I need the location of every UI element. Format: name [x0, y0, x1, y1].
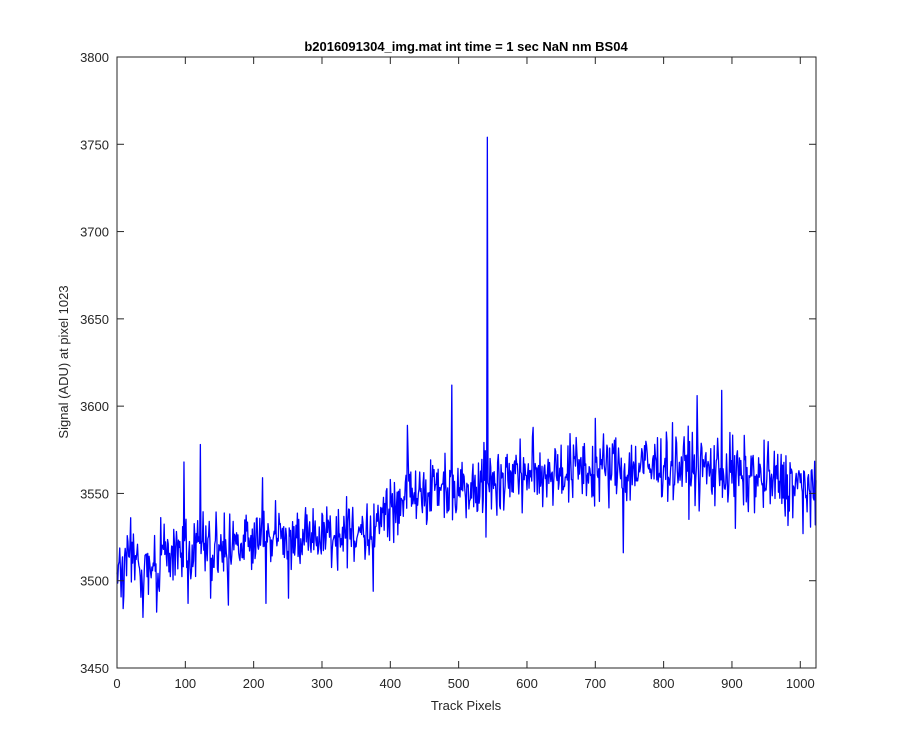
y-axis-label: Signal (ADU) at pixel 1023 [56, 285, 71, 438]
axes-box [116, 56, 817, 669]
x-axis-label: Track Pixels [431, 698, 502, 713]
y-tick-label: 3550 [80, 486, 109, 501]
x-tick-label: 700 [584, 676, 606, 691]
x-tick-label: 200 [243, 676, 265, 691]
chart-title: b2016091304_img.mat int time = 1 sec NaN… [304, 39, 628, 54]
plot-area [117, 57, 816, 668]
y-tick-label: 3500 [80, 574, 109, 589]
x-tick-label: 1000 [786, 676, 815, 691]
x-tick-label: 500 [448, 676, 470, 691]
x-tick-label: 600 [516, 676, 538, 691]
x-tick-label: 400 [379, 676, 401, 691]
y-tick-label: 3750 [80, 137, 109, 152]
x-axis: 0 100 200 300 400 500 600 700 800 900 1000 [113, 57, 815, 691]
y-tick-label: 3650 [80, 312, 109, 327]
y-tick-label: 3700 [80, 225, 109, 240]
x-tick-label: 900 [721, 676, 743, 691]
y-axis: 3450 3500 3550 3600 3650 3700 3750 3800 [80, 50, 816, 676]
x-tick-label: 100 [174, 676, 196, 691]
x-tick-label: 0 [113, 676, 120, 691]
y-tick-label: 3450 [80, 661, 109, 676]
y-tick-label: 3800 [80, 50, 109, 65]
x-tick-label: 300 [311, 676, 333, 691]
x-tick-label: 800 [653, 676, 675, 691]
series-line [116, 136, 817, 619]
y-tick-label: 3600 [80, 399, 109, 414]
